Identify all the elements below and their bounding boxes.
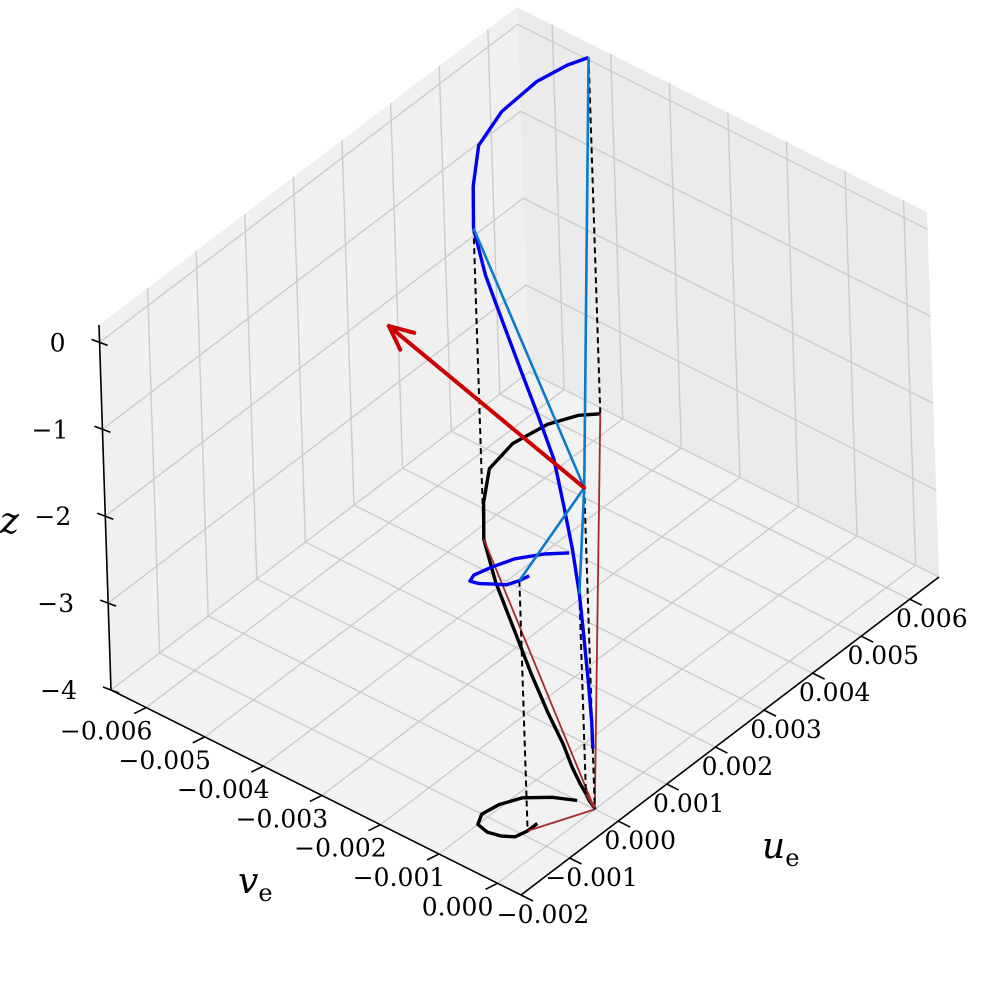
z-tick-label-3: −3 bbox=[37, 589, 74, 618]
z-gridline-3 bbox=[107, 284, 937, 604]
z-tick-1 bbox=[94, 425, 111, 434]
back-left-pane bbox=[517, 7, 939, 577]
v-axis-line bbox=[110, 689, 522, 896]
axis-lines bbox=[98, 324, 940, 896]
z-tick-0 bbox=[91, 338, 108, 347]
v-axis-label: ve bbox=[238, 861, 273, 907]
u-tick-3 bbox=[666, 783, 680, 791]
top-link-3 bbox=[578, 487, 586, 595]
drop-line-4 bbox=[578, 593, 587, 794]
u-tick-label-0: −0.002 bbox=[497, 900, 590, 929]
u-tick-2 bbox=[617, 820, 631, 828]
shadow-lag-line bbox=[476, 795, 578, 839]
z-tick-label-1: −1 bbox=[32, 415, 69, 444]
v-tick-label-4: −0.004 bbox=[177, 775, 270, 804]
u-axis-label: ue bbox=[762, 826, 799, 872]
u-tick-label-3: 0.001 bbox=[653, 789, 725, 818]
v-tick-0 bbox=[485, 882, 498, 891]
z-gridline-1 bbox=[101, 110, 931, 430]
u-tick-6 bbox=[812, 672, 825, 680]
z-axis-line bbox=[98, 324, 112, 691]
lag-trajectory-line bbox=[468, 551, 570, 587]
z-tick-4 bbox=[102, 686, 120, 694]
u-tick-label-1: −0.001 bbox=[545, 863, 638, 892]
tick-marks bbox=[91, 338, 923, 902]
v-tick-4 bbox=[250, 765, 264, 773]
grid-lines bbox=[98, 23, 940, 896]
floor-link-3 bbox=[585, 793, 596, 810]
u-tick-7 bbox=[860, 635, 874, 643]
v-tick-2 bbox=[368, 823, 381, 832]
z-gridline-0 bbox=[99, 23, 928, 343]
z-tick-label-4: −4 bbox=[40, 676, 77, 705]
axis-panes bbox=[99, 7, 939, 895]
v-tick-label-2: −0.002 bbox=[294, 834, 387, 863]
series-group bbox=[386, 55, 602, 839]
v-tick-label-5: −0.005 bbox=[118, 746, 211, 775]
drop-line-2 bbox=[472, 228, 485, 540]
v-tick-label-0: 0.000 bbox=[422, 892, 494, 921]
top-link-0 bbox=[582, 57, 590, 488]
z-gridline-4 bbox=[110, 371, 940, 691]
trajectory-line bbox=[471, 55, 595, 749]
floor-link-2 bbox=[527, 808, 596, 832]
wind-arrow-head bbox=[386, 324, 417, 352]
u-tick-0 bbox=[520, 894, 534, 902]
side-pane bbox=[99, 7, 529, 690]
u-tick-8 bbox=[909, 598, 923, 606]
top-link-1 bbox=[472, 227, 586, 489]
u-tick-4 bbox=[715, 746, 728, 754]
u-tick-label-7: 0.005 bbox=[847, 641, 919, 670]
drop-line-0 bbox=[583, 487, 596, 810]
drop-line-3 bbox=[518, 580, 529, 831]
v-tick-label-3: −0.003 bbox=[236, 804, 329, 833]
z-tick-label-2: −2 bbox=[34, 502, 71, 531]
z-gridline-2 bbox=[104, 197, 934, 517]
axis-titles: ue ve z bbox=[0, 501, 799, 907]
z-tick-label-0: 0 bbox=[50, 328, 66, 357]
u-axis-line bbox=[520, 576, 940, 896]
v-tick-label-1: −0.001 bbox=[353, 863, 446, 892]
tick-labels: −0.002−0.0010.0000.0010.0020.0030.0040.0… bbox=[32, 328, 968, 929]
top-link-2 bbox=[518, 487, 586, 582]
v-tick-5 bbox=[192, 736, 206, 744]
z-tick-2 bbox=[97, 512, 114, 520]
u-tick-label-5: 0.003 bbox=[750, 715, 822, 744]
u-tick-1 bbox=[569, 857, 582, 865]
z-tick-3 bbox=[99, 599, 117, 607]
v-tick-1 bbox=[426, 853, 440, 861]
u-tick-5 bbox=[763, 709, 777, 717]
v-tick-3 bbox=[309, 794, 323, 803]
u-tick-label-8: 0.006 bbox=[896, 604, 968, 633]
v-tick-6 bbox=[133, 706, 147, 715]
wind-arrow-shaft bbox=[386, 323, 587, 490]
u-tick-label-2: 0.000 bbox=[604, 826, 676, 855]
floor-pane bbox=[111, 372, 939, 895]
floor-link-0 bbox=[593, 413, 602, 810]
u-tick-label-4: 0.002 bbox=[702, 752, 774, 781]
v-tick-label-6: −0.006 bbox=[60, 717, 153, 746]
z-axis-label: z bbox=[0, 501, 20, 542]
u-tick-label-6: 0.004 bbox=[799, 678, 871, 707]
